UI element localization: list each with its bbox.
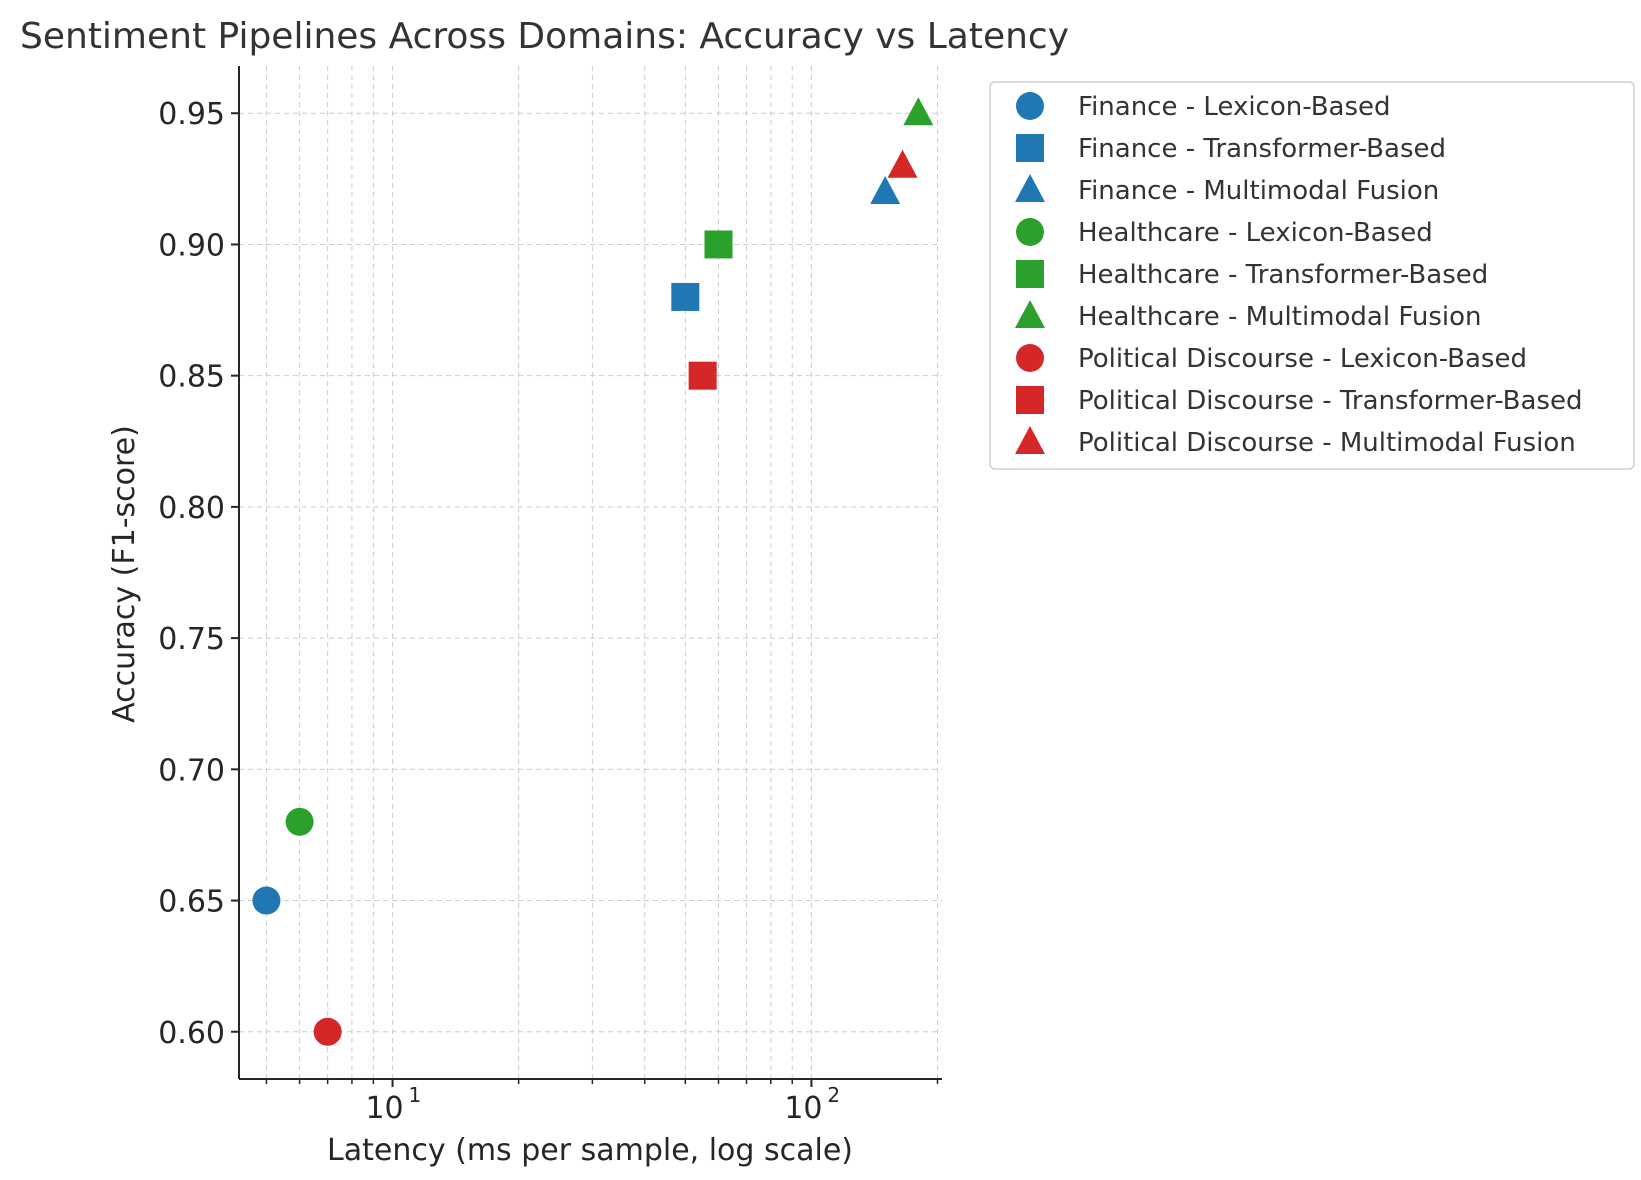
data-point-triangle bbox=[903, 97, 934, 126]
y-tick-label: 0.70 bbox=[158, 753, 225, 788]
legend-marker-triangle bbox=[1015, 174, 1045, 202]
legend-item: Healthcare - Transformer-Based bbox=[1016, 260, 1488, 290]
legend-item: Finance - Multimodal Fusion bbox=[1015, 174, 1439, 206]
data-points bbox=[252, 97, 934, 1046]
y-tick-label: 0.75 bbox=[158, 622, 225, 657]
x-tick-label: 10 bbox=[365, 1091, 403, 1126]
legend-marker-circle bbox=[1016, 218, 1044, 246]
legend-label: Political Discourse - Multimodal Fusion bbox=[1078, 428, 1576, 458]
legend-marker-circle bbox=[1016, 344, 1044, 372]
legend-label: Finance - Lexicon-Based bbox=[1078, 92, 1391, 122]
y-tick-label: 0.85 bbox=[158, 360, 225, 395]
chart-title: Sentiment Pipelines Across Domains: Accu… bbox=[20, 16, 1069, 57]
y-tick-label: 0.80 bbox=[158, 491, 225, 526]
axes-spines bbox=[238, 66, 942, 1080]
legend-item: Political Discourse - Lexicon-Based bbox=[1016, 344, 1527, 374]
x-axis-label: Latency (ms per sample, log scale) bbox=[327, 1133, 853, 1168]
legend: Finance - Lexicon-Based Finance - Transfo… bbox=[989, 81, 1635, 470]
y-tick-label: 0.60 bbox=[158, 1016, 225, 1051]
legend-label: Political Discourse - Lexicon-Based bbox=[1078, 344, 1527, 374]
legend-label: Finance - Multimodal Fusion bbox=[1078, 176, 1439, 206]
y-axis-label: Accuracy (F1-score) bbox=[107, 425, 142, 723]
legend-marker-square bbox=[1016, 134, 1044, 162]
y-tick-label: 0.65 bbox=[158, 885, 225, 920]
y-axis-ticks: 0.60 0.65 0.70 0.75 0.80 0.85 0.90 0.95 bbox=[158, 97, 239, 1051]
grid bbox=[239, 66, 942, 1079]
legend-item: Political Discourse - Multimodal Fusion bbox=[1015, 426, 1576, 458]
data-point-circle bbox=[313, 1017, 342, 1046]
data-point-circle bbox=[252, 886, 281, 915]
y-tick-label: 0.95 bbox=[158, 97, 225, 132]
data-point-square bbox=[671, 282, 700, 311]
y-tick-label: 0.90 bbox=[158, 228, 225, 263]
data-point-square bbox=[704, 230, 733, 259]
data-point-square bbox=[688, 361, 717, 390]
legend-label: Political Discourse - Transformer-Based bbox=[1078, 386, 1582, 416]
x-tick-label-exponent: 1 bbox=[409, 1083, 422, 1107]
legend-item: Healthcare - Lexicon-Based bbox=[1016, 218, 1433, 248]
legend-marker-triangle bbox=[1015, 300, 1045, 328]
legend-label: Healthcare - Lexicon-Based bbox=[1078, 218, 1433, 248]
legend-marker-triangle bbox=[1015, 426, 1045, 454]
legend-item: Finance - Lexicon-Based bbox=[1016, 92, 1391, 122]
legend-item: Healthcare - Multimodal Fusion bbox=[1015, 300, 1482, 332]
legend-label: Healthcare - Transformer-Based bbox=[1078, 260, 1488, 290]
data-point-circle bbox=[285, 807, 314, 836]
data-point-triangle bbox=[887, 149, 918, 178]
legend-marker-square bbox=[1016, 260, 1044, 288]
legend-item: Finance - Transformer-Based bbox=[1016, 134, 1446, 164]
legend-marker-circle bbox=[1016, 92, 1044, 120]
legend-label: Finance - Transformer-Based bbox=[1078, 134, 1446, 164]
legend-marker-square bbox=[1016, 386, 1044, 414]
legend-label: Healthcare - Multimodal Fusion bbox=[1078, 302, 1482, 332]
legend-item: Political Discourse - Transformer-Based bbox=[1016, 386, 1582, 416]
x-axis-ticks: 10 1 10 2 bbox=[265, 1079, 939, 1126]
legend-box bbox=[989, 81, 1635, 470]
x-tick-label-exponent: 2 bbox=[827, 1083, 840, 1107]
data-point-triangle bbox=[870, 175, 901, 204]
x-tick-label: 10 bbox=[784, 1091, 822, 1126]
